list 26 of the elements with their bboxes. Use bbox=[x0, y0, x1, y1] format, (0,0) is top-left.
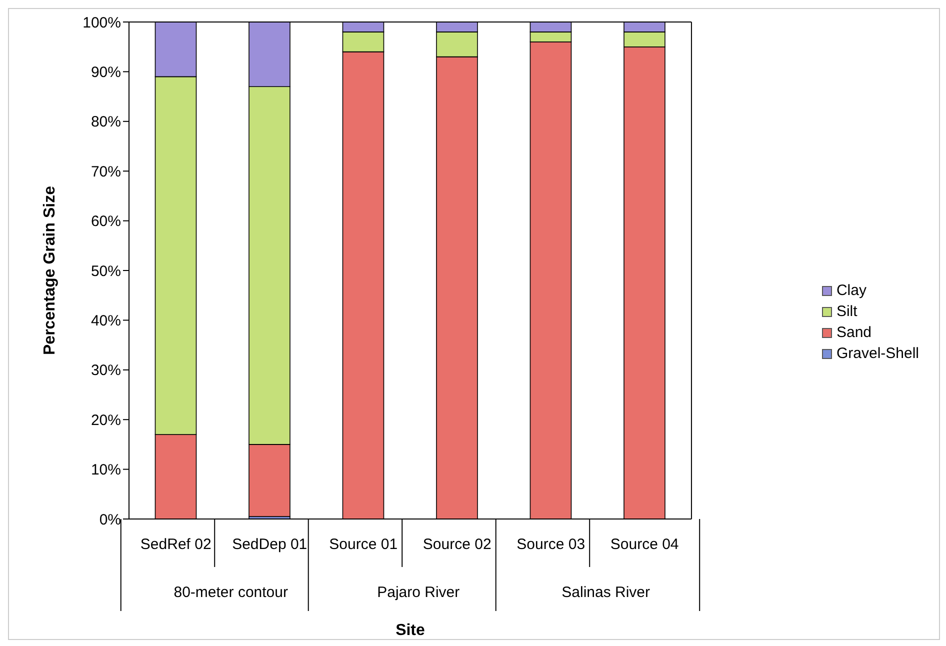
x-tick-label: SedRef 02 bbox=[140, 536, 212, 553]
x-tick-label: Source 03 bbox=[516, 536, 586, 553]
y-tick-label: 70% bbox=[90, 163, 121, 180]
y-tick-label: 10% bbox=[90, 462, 121, 479]
y-tick-label: 60% bbox=[90, 213, 121, 230]
legend-label: Sand bbox=[836, 324, 872, 341]
y-tick-label: 0% bbox=[99, 511, 121, 528]
text: 80-meter contour bbox=[174, 584, 288, 601]
legend-label: Gravel-Shell bbox=[836, 345, 919, 362]
legend-label: Clay bbox=[836, 282, 866, 299]
y-tick-label: 90% bbox=[90, 64, 121, 82]
y-tick-label: 20% bbox=[90, 412, 121, 429]
text: Salinas River bbox=[562, 584, 650, 601]
y-axis-title: Percentage Grain Size bbox=[42, 186, 59, 355]
y-tick-label: 30% bbox=[90, 362, 121, 380]
x-tick-label: Source 01 bbox=[329, 536, 398, 553]
x-axis-title: Site bbox=[396, 622, 426, 639]
x-tick-label: Source 04 bbox=[610, 536, 679, 553]
y-tick-label: 80% bbox=[90, 114, 121, 131]
x-tick-label: Source 02 bbox=[422, 536, 492, 553]
text: Pajaro River bbox=[377, 584, 460, 601]
y-tick-label: 100% bbox=[82, 14, 121, 32]
y-tick-label: 50% bbox=[90, 262, 121, 280]
y-tick-label: 40% bbox=[90, 312, 121, 330]
legend-label: Silt bbox=[836, 303, 858, 320]
x-tick-label: SedDep 01 bbox=[232, 536, 308, 553]
